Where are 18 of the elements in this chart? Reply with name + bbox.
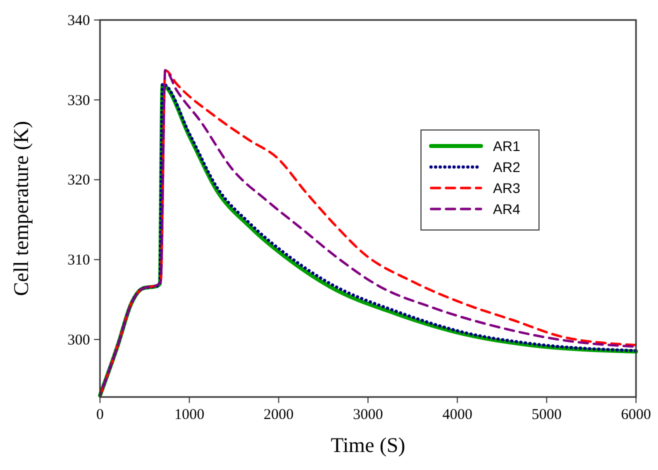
x-tick-label: 1000	[174, 407, 204, 423]
y-tick-label: 310	[68, 252, 90, 269]
legend-label: AR4	[493, 201, 520, 217]
y-tick-label: 340	[68, 13, 90, 29]
x-tick-label: 0	[96, 407, 104, 423]
x-tick-label: 3000	[353, 407, 383, 423]
y-tick-label: 320	[68, 172, 90, 189]
x-axis-title: Time (S)	[330, 433, 406, 457]
legend-label: AR2	[493, 159, 520, 175]
x-tick-label: 6000	[621, 407, 651, 423]
legend-label: AR1	[493, 138, 520, 154]
y-axis-title: Cell temperature (K)	[9, 121, 33, 296]
y-tick-label: 300	[68, 332, 90, 348]
x-tick-label: 5000	[532, 407, 562, 423]
x-tick-label: 2000	[264, 407, 294, 423]
legend-label: AR3	[493, 180, 520, 196]
y-tick-label: 330	[68, 92, 90, 109]
x-tick-label: 4000	[442, 407, 472, 423]
